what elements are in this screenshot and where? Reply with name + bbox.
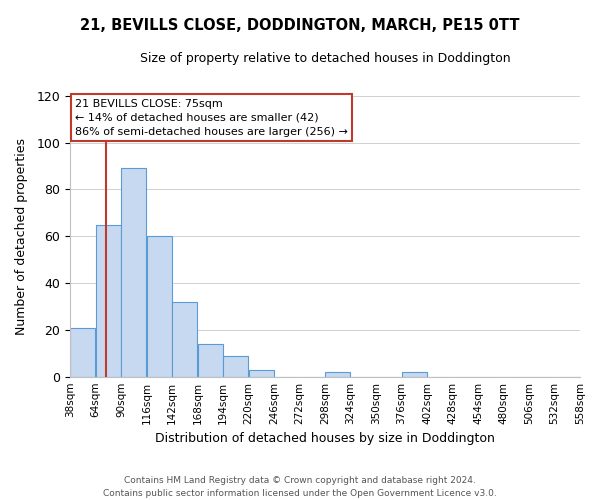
Bar: [172, 302, 197, 376]
Bar: [223, 356, 248, 376]
Bar: [325, 372, 350, 376]
Bar: [70, 328, 95, 376]
Bar: [146, 236, 172, 376]
Bar: [249, 370, 274, 376]
X-axis label: Distribution of detached houses by size in Doddington: Distribution of detached houses by size …: [155, 432, 495, 445]
Y-axis label: Number of detached properties: Number of detached properties: [15, 138, 28, 335]
Text: 21, BEVILLS CLOSE, DODDINGTON, MARCH, PE15 0TT: 21, BEVILLS CLOSE, DODDINGTON, MARCH, PE…: [80, 18, 520, 32]
Text: Contains HM Land Registry data © Crown copyright and database right 2024.
Contai: Contains HM Land Registry data © Crown c…: [103, 476, 497, 498]
Bar: [121, 168, 146, 376]
Bar: [95, 224, 121, 376]
Bar: [197, 344, 223, 376]
Bar: [402, 372, 427, 376]
Title: Size of property relative to detached houses in Doddington: Size of property relative to detached ho…: [140, 52, 510, 66]
Text: 21 BEVILLS CLOSE: 75sqm
← 14% of detached houses are smaller (42)
86% of semi-de: 21 BEVILLS CLOSE: 75sqm ← 14% of detache…: [75, 98, 348, 136]
